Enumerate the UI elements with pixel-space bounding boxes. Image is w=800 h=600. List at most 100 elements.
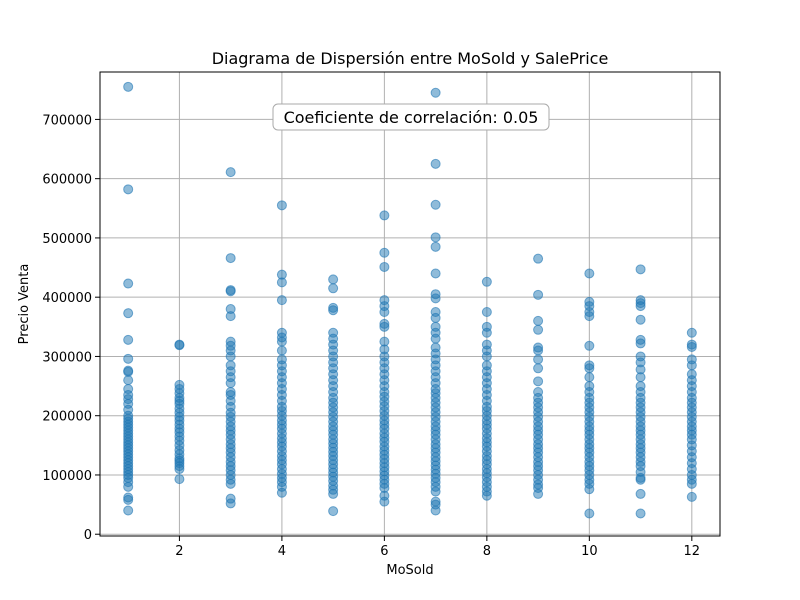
- scatter-point: [276, 345, 287, 356]
- scatter-point: [123, 308, 134, 319]
- scatter-point: [430, 333, 441, 344]
- scatter-point: [686, 341, 697, 352]
- scatter-point: [276, 295, 287, 306]
- scatter-points: [123, 81, 697, 519]
- scatter-point: [328, 488, 339, 499]
- scatter-point: [584, 372, 595, 383]
- scatter-point: [533, 315, 544, 326]
- x-tick-label: 6: [380, 544, 388, 559]
- scatter-point: [174, 474, 185, 485]
- scatter-point: [430, 199, 441, 210]
- scatter-point: [533, 253, 544, 264]
- y-ticks: 0 100000 200000 300000 400000 500000 600000 700…: [42, 113, 100, 543]
- scatter-point: [123, 81, 134, 92]
- scatter-point: [379, 210, 390, 221]
- x-tick-label: 4: [278, 544, 286, 559]
- y-tick-label: 200000: [42, 410, 92, 425]
- correlation-annotation: Coeficiente de correlación: 0.05: [272, 103, 550, 131]
- scatter-point: [379, 247, 390, 258]
- scatter-point: [225, 167, 236, 178]
- scatter-point: [481, 490, 492, 501]
- scatter-point: [430, 293, 441, 304]
- scatter-point: [379, 307, 390, 317]
- scatter-point: [481, 307, 492, 317]
- y-tick-label: 100000: [42, 469, 92, 484]
- scatter-point: [225, 286, 236, 297]
- scatter-point: [123, 481, 134, 492]
- scatter-point: [635, 474, 646, 485]
- scatter-point: [276, 277, 287, 288]
- scatter-point: [533, 363, 544, 374]
- scatter-point: [379, 261, 390, 272]
- scatter-point: [584, 311, 595, 322]
- scatter-point: [123, 184, 134, 195]
- scatter-point: [328, 283, 339, 294]
- scatter-point: [276, 200, 287, 211]
- y-axis-label: Precio Venta: [17, 264, 32, 345]
- scatter-point: [123, 334, 134, 345]
- scatter-point: [635, 488, 646, 499]
- scatter-point: [123, 494, 134, 505]
- scatter-point: [123, 375, 134, 386]
- x-tick-label: 8: [483, 544, 491, 559]
- scatter-point: [276, 487, 287, 498]
- scatter-point: [584, 340, 595, 351]
- scatter-point: [481, 327, 492, 338]
- scatter-point: [328, 274, 339, 285]
- scatter-point: [430, 241, 441, 252]
- scatter-point: [533, 354, 544, 365]
- scatter-point: [430, 312, 441, 323]
- y-tick-label: 0: [84, 528, 92, 543]
- scatter-point: [123, 505, 134, 516]
- scatter-point: [225, 378, 236, 389]
- scatter-point: [584, 508, 595, 519]
- scatter-point: [430, 505, 441, 516]
- scatter-point: [481, 351, 492, 362]
- scatter-point: [584, 268, 595, 279]
- scatter-point: [225, 498, 236, 509]
- x-tick-label: 10: [581, 544, 598, 559]
- scatter-point: [174, 464, 185, 475]
- scatter-point: [174, 340, 185, 351]
- scatter-point: [635, 508, 646, 519]
- y-tick-label: 700000: [42, 113, 92, 128]
- scatter-point: [533, 324, 544, 335]
- scatter-point: [225, 253, 236, 264]
- plot-frame: [99, 71, 721, 537]
- annotation-text: Coeficiente de correlación: 0.05: [284, 108, 539, 127]
- y-tick-label: 300000: [42, 350, 92, 365]
- scatter-point: [379, 496, 390, 507]
- y-tick-label: 600000: [42, 173, 92, 188]
- scatter-point: [430, 486, 441, 497]
- scatter-point: [584, 363, 595, 374]
- x-axis-label: MoSold: [386, 563, 433, 578]
- scatter-point: [123, 278, 134, 289]
- scatter-point: [533, 289, 544, 300]
- scatter-point: [430, 87, 441, 98]
- scatter-point: [635, 301, 646, 312]
- scatter-point: [635, 372, 646, 383]
- scatter-point: [328, 305, 339, 316]
- scatter-point: [686, 360, 697, 371]
- y-tick-label: 400000: [42, 291, 92, 306]
- scatter-point: [123, 366, 134, 377]
- scatter-point: [430, 232, 441, 243]
- chart-title: Diagrama de Dispersión entre MoSold y Sa…: [212, 49, 609, 68]
- scatter-point: [430, 158, 441, 169]
- scatter-point: [686, 327, 697, 338]
- scatter-point: [481, 276, 492, 287]
- scatter-point: [686, 478, 697, 489]
- scatter-point: [533, 345, 544, 356]
- scatter-point: [533, 376, 544, 387]
- scatter-point: [430, 268, 441, 279]
- scatter-point: [379, 321, 390, 332]
- scatter-point: [533, 488, 544, 499]
- x-tick-label: 2: [175, 544, 183, 559]
- scatter-point: [635, 264, 646, 275]
- scatter-point: [225, 351, 236, 362]
- scatter-point: [635, 338, 646, 349]
- y-tick-label: 500000: [42, 232, 92, 247]
- scatter-point: [276, 336, 287, 347]
- scatter-point: [686, 491, 697, 502]
